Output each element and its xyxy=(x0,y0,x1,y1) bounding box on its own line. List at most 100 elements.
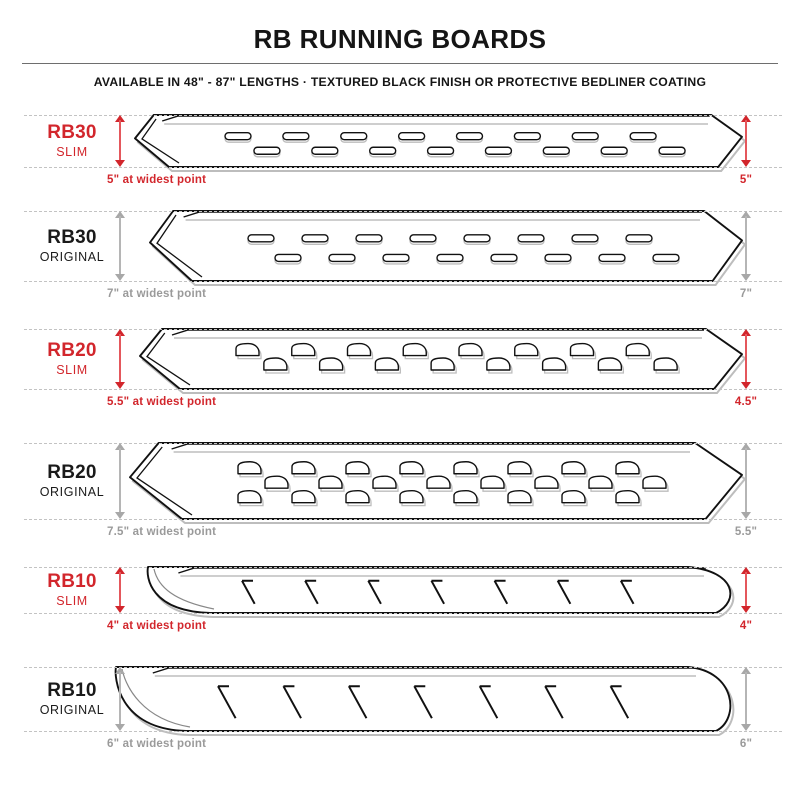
arrowhead-down-icon xyxy=(741,160,751,167)
height-measurement-caption: 7" xyxy=(739,288,753,300)
product-row: RB30 SLIM 5" at widest point 5" xyxy=(0,103,800,197)
arrowhead-up-icon xyxy=(115,443,125,450)
height-measurement-caption: 4" xyxy=(739,620,753,632)
width-measurement-caption: 5" at widest point xyxy=(107,174,207,186)
product-row: RB20 ORIGINAL 7.5" at widest point 5.5" xyxy=(0,429,800,555)
guide-line-bottom xyxy=(24,389,782,390)
arrow-shaft xyxy=(119,448,121,514)
guide-line-top xyxy=(24,329,782,330)
product-label: RB20 ORIGINAL xyxy=(24,463,120,499)
product-label: RB30 SLIM xyxy=(24,123,120,159)
width-dimension-arrow xyxy=(113,329,127,389)
guide-line-top xyxy=(24,567,782,568)
arrow-shaft xyxy=(119,334,121,384)
board-illustration xyxy=(134,114,747,172)
arrow-shaft xyxy=(119,572,121,608)
guide-line-top xyxy=(24,443,782,444)
width-dimension-arrow xyxy=(113,115,127,167)
arrowhead-down-icon xyxy=(741,512,751,519)
arrow-shaft xyxy=(745,334,747,384)
arrow-shaft xyxy=(745,672,747,726)
arrowhead-down-icon xyxy=(115,606,125,613)
arrowhead-up-icon xyxy=(115,667,125,674)
guide-line-bottom xyxy=(24,167,782,168)
arrow-shaft xyxy=(745,572,747,608)
guide-line-bottom xyxy=(24,519,782,520)
height-measurement-caption: 4.5" xyxy=(734,396,758,408)
width-measurement-caption: 5.5" at widest point xyxy=(107,396,217,408)
product-rows: RB30 SLIM 5" at widest point 5" RB30 ORIGINAL… xyxy=(0,103,800,771)
board-illustration xyxy=(129,442,747,524)
width-measurement-caption: 7.5" at widest point xyxy=(107,526,217,538)
product-variant-name: SLIM xyxy=(56,363,88,377)
width-measurement-caption: 4" at widest point xyxy=(107,620,207,632)
width-measurement-caption: 6" at widest point xyxy=(107,738,207,750)
arrowhead-up-icon xyxy=(741,567,751,574)
arrow-shaft xyxy=(745,120,747,162)
arrowhead-up-icon xyxy=(741,443,751,450)
guide-line-top xyxy=(24,211,782,212)
page-subtitle: AVAILABLE IN 48" - 87" LENGTHS · TEXTURE… xyxy=(93,75,707,89)
board-illustration xyxy=(149,210,747,286)
arrowhead-down-icon xyxy=(115,160,125,167)
guide-line-bottom xyxy=(24,613,782,614)
width-dimension-arrow xyxy=(113,567,127,613)
product-label: RB10 SLIM xyxy=(24,572,120,608)
product-model-name: RB30 xyxy=(47,227,97,248)
arrowhead-down-icon xyxy=(115,512,125,519)
arrowhead-down-icon xyxy=(115,274,125,281)
arrowhead-up-icon xyxy=(741,329,751,336)
guide-line-bottom xyxy=(24,731,782,732)
product-variant-name: SLIM xyxy=(56,145,88,159)
product-label: RB30 ORIGINAL xyxy=(24,228,120,264)
arrow-shaft xyxy=(119,120,121,162)
height-measurement-caption: 5" xyxy=(739,174,753,186)
height-dimension-arrow xyxy=(739,567,753,613)
product-label: RB10 ORIGINAL xyxy=(24,681,120,717)
guide-line-top xyxy=(24,667,782,668)
arrow-shaft xyxy=(745,448,747,514)
height-dimension-arrow xyxy=(739,329,753,389)
product-model-name: RB20 xyxy=(47,340,97,361)
height-dimension-arrow xyxy=(739,667,753,731)
product-row: RB10 SLIM 4" at widest point 4" xyxy=(0,555,800,653)
arrowhead-up-icon xyxy=(741,115,751,122)
height-dimension-arrow xyxy=(739,211,753,281)
page-header: RB RUNNING BOARDS xyxy=(0,0,800,52)
arrowhead-up-icon xyxy=(115,211,125,218)
product-row: RB20 SLIM 5.5" at widest point 4.5" xyxy=(0,317,800,429)
arrowhead-down-icon xyxy=(741,606,751,613)
product-row: RB10 ORIGINAL 6" at widest point 6" xyxy=(0,653,800,771)
width-measurement-caption: 7" at widest point xyxy=(107,288,207,300)
product-row: RB30 ORIGINAL 7" at widest point 7" xyxy=(0,197,800,317)
width-dimension-arrow xyxy=(113,443,127,519)
arrowhead-down-icon xyxy=(741,382,751,389)
arrowhead-down-icon xyxy=(741,274,751,281)
arrow-shaft xyxy=(119,672,121,726)
arrowhead-down-icon xyxy=(115,724,125,731)
arrow-shaft xyxy=(119,216,121,276)
arrowhead-up-icon xyxy=(115,567,125,574)
arrow-shaft xyxy=(745,216,747,276)
product-label: RB20 SLIM xyxy=(24,341,120,377)
product-variant-name: ORIGINAL xyxy=(39,250,105,264)
product-model-name: RB10 xyxy=(47,571,97,592)
arrowhead-up-icon xyxy=(741,667,751,674)
height-measurement-caption: 6" xyxy=(739,738,753,750)
width-dimension-arrow xyxy=(113,211,127,281)
product-variant-name: ORIGINAL xyxy=(39,703,105,717)
height-measurement-caption: 5.5" xyxy=(734,526,758,538)
header-divider xyxy=(22,63,778,64)
page-title: RB RUNNING BOARDS xyxy=(253,24,547,54)
arrowhead-down-icon xyxy=(741,724,751,731)
arrowhead-down-icon xyxy=(115,382,125,389)
width-dimension-arrow xyxy=(113,667,127,731)
product-model-name: RB20 xyxy=(47,462,97,483)
arrowhead-up-icon xyxy=(115,329,125,336)
guide-line-top xyxy=(24,115,782,116)
height-dimension-arrow xyxy=(739,443,753,519)
product-variant-name: SLIM xyxy=(56,594,88,608)
board-illustration xyxy=(139,328,747,394)
guide-line-bottom xyxy=(24,281,782,282)
height-dimension-arrow xyxy=(739,115,753,167)
